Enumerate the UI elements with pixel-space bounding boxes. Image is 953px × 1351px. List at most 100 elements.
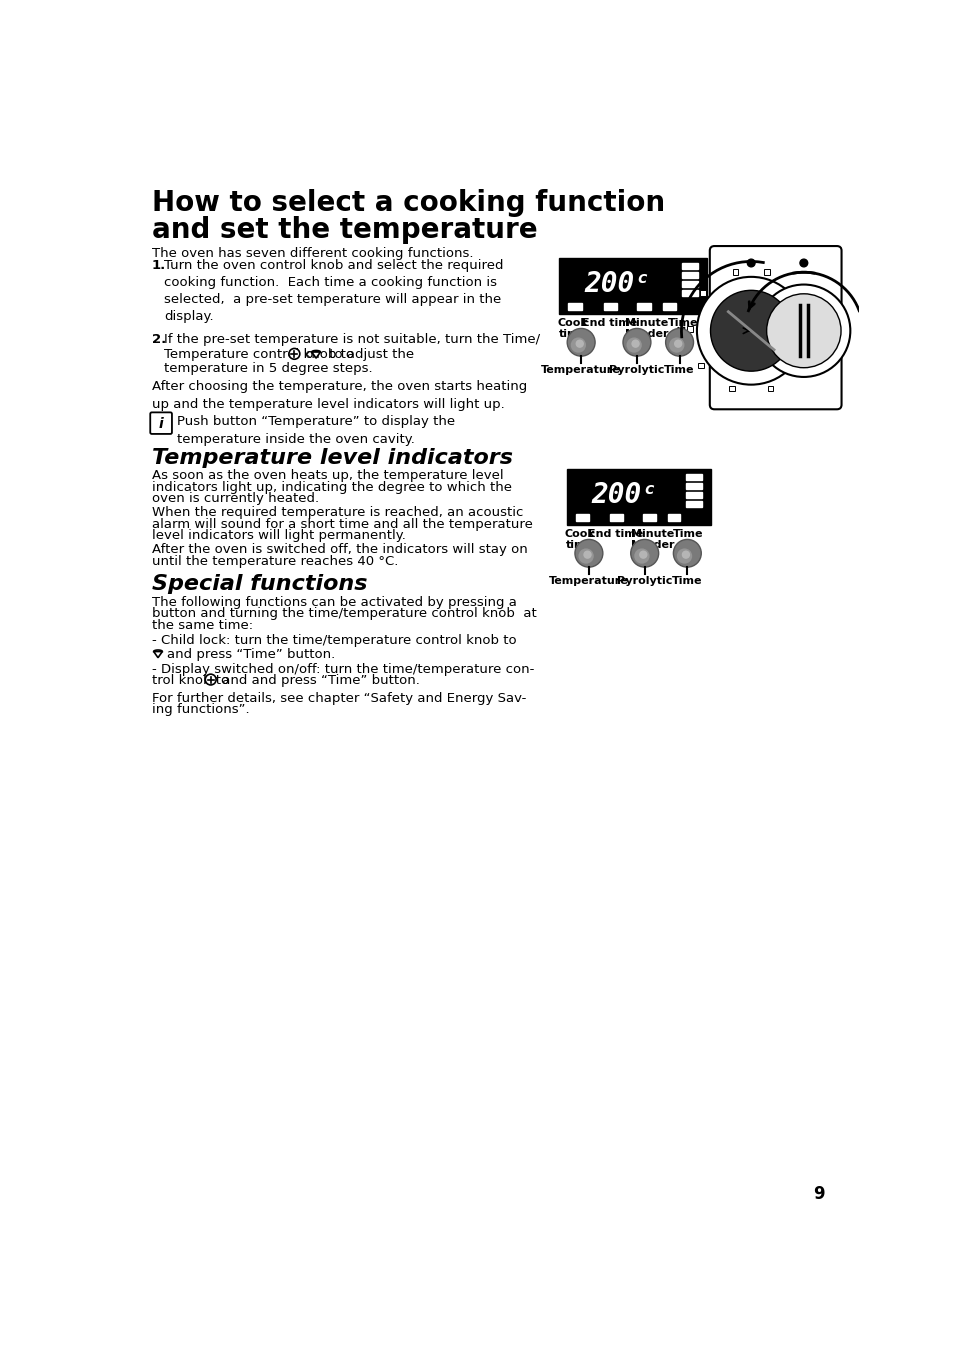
Text: After the oven is switched off, the indicators will stay on: After the oven is switched off, the indi…: [152, 543, 527, 557]
Circle shape: [634, 549, 649, 563]
Text: 2.: 2.: [152, 334, 166, 346]
Text: Push button “Temperature” to display the
temperature inside the oven cavity.: Push button “Temperature” to display the…: [176, 416, 455, 446]
Text: alarm will sound for a short time and all the temperature: alarm will sound for a short time and al…: [152, 517, 532, 531]
Text: Time: Time: [671, 576, 701, 585]
FancyBboxPatch shape: [667, 513, 679, 521]
Text: If the pre-set temperature is not suitable, turn the Time/: If the pre-set temperature is not suitab…: [164, 334, 539, 346]
FancyBboxPatch shape: [763, 269, 769, 274]
Circle shape: [570, 338, 585, 353]
FancyBboxPatch shape: [568, 303, 581, 309]
Text: Temperature level indicators: Temperature level indicators: [152, 447, 513, 467]
FancyBboxPatch shape: [558, 258, 706, 313]
Circle shape: [639, 550, 647, 559]
FancyBboxPatch shape: [567, 469, 710, 524]
Circle shape: [757, 285, 849, 377]
Text: - Child lock: turn the time/temperature control knob to: - Child lock: turn the time/temperature …: [152, 634, 516, 647]
Text: temperature in 5 degree steps.: temperature in 5 degree steps.: [164, 362, 373, 376]
Circle shape: [289, 349, 299, 359]
FancyBboxPatch shape: [681, 273, 698, 278]
FancyBboxPatch shape: [681, 263, 698, 269]
Text: or: or: [301, 349, 323, 362]
Text: indicators light up, indicating the degree to which the: indicators light up, indicating the degr…: [152, 481, 511, 494]
FancyBboxPatch shape: [809, 327, 814, 332]
Text: 9: 9: [812, 1185, 823, 1202]
FancyBboxPatch shape: [685, 484, 701, 489]
FancyBboxPatch shape: [642, 513, 656, 521]
FancyBboxPatch shape: [150, 412, 172, 434]
FancyBboxPatch shape: [728, 386, 734, 392]
Text: After choosing the temperature, the oven starts heating
up and the temperature l: After choosing the temperature, the oven…: [152, 380, 526, 411]
Circle shape: [575, 539, 602, 567]
Text: 200ᶜ: 200ᶜ: [584, 270, 651, 299]
Text: Cook
time: Cook time: [557, 317, 587, 339]
Text: The oven has seven different cooking functions.: The oven has seven different cooking fun…: [152, 247, 473, 259]
Text: Time: Time: [663, 365, 694, 374]
Text: Minute
Minder: Minute Minder: [630, 528, 674, 550]
Circle shape: [681, 550, 689, 559]
Circle shape: [673, 339, 681, 347]
FancyBboxPatch shape: [796, 290, 801, 296]
FancyBboxPatch shape: [610, 513, 622, 521]
FancyBboxPatch shape: [700, 290, 705, 296]
FancyBboxPatch shape: [637, 303, 650, 309]
Text: trol knob to: trol knob to: [152, 674, 229, 688]
Text: Temperature: Temperature: [548, 576, 628, 585]
Text: Turn the oven control knob and select the required
cooking function.  Each time : Turn the oven control knob and select th…: [164, 259, 503, 323]
FancyBboxPatch shape: [798, 363, 803, 369]
Text: Cook
time: Cook time: [564, 528, 595, 550]
Text: and and press “Time” button.: and and press “Time” button.: [218, 674, 420, 688]
Circle shape: [622, 328, 650, 357]
Text: For further details, see chapter “Safety and Energy Sav-: For further details, see chapter “Safety…: [152, 692, 526, 705]
Text: Time: Time: [672, 528, 702, 539]
Circle shape: [676, 549, 692, 563]
Text: As soon as the oven heats up, the temperature level: As soon as the oven heats up, the temper…: [152, 469, 503, 482]
Text: until the temperature reaches 40 °C.: until the temperature reaches 40 °C.: [152, 555, 397, 567]
Circle shape: [205, 674, 216, 685]
Circle shape: [697, 277, 804, 385]
Text: Special functions: Special functions: [152, 574, 367, 594]
Circle shape: [766, 293, 841, 367]
Text: Minute
Minder: Minute Minder: [624, 317, 668, 339]
Circle shape: [630, 539, 658, 567]
FancyBboxPatch shape: [685, 474, 701, 481]
FancyBboxPatch shape: [603, 303, 617, 309]
Text: i: i: [158, 416, 163, 431]
FancyBboxPatch shape: [732, 269, 738, 274]
FancyBboxPatch shape: [686, 327, 692, 332]
FancyBboxPatch shape: [681, 290, 698, 296]
Circle shape: [578, 549, 593, 563]
Text: button and turning the time/temperature control knob  at: button and turning the time/temperature …: [152, 607, 536, 620]
Text: - Display switched on/off: turn the time/temperature con-: - Display switched on/off: turn the time…: [152, 662, 534, 676]
Circle shape: [626, 338, 641, 353]
Circle shape: [631, 339, 639, 347]
Polygon shape: [153, 651, 162, 658]
Circle shape: [800, 259, 807, 267]
Text: 1.: 1.: [152, 259, 166, 272]
Text: End time: End time: [588, 528, 643, 539]
FancyBboxPatch shape: [767, 386, 772, 392]
Text: Temperature control knob to: Temperature control knob to: [164, 349, 354, 362]
Text: ing functions”.: ing functions”.: [152, 704, 249, 716]
FancyBboxPatch shape: [685, 492, 701, 499]
Text: Temperature: Temperature: [540, 365, 620, 374]
Text: End time: End time: [581, 317, 637, 328]
Text: Pyrolytic: Pyrolytic: [609, 365, 664, 374]
Text: the same time:: the same time:: [152, 619, 253, 632]
Text: Pyrolytic: Pyrolytic: [617, 576, 672, 585]
Circle shape: [665, 328, 693, 357]
FancyBboxPatch shape: [698, 363, 703, 369]
Text: When the required temperature is reached, an acoustic: When the required temperature is reached…: [152, 507, 522, 519]
Circle shape: [746, 259, 754, 267]
Circle shape: [575, 339, 583, 347]
Text: to adjust the: to adjust the: [325, 349, 415, 362]
FancyBboxPatch shape: [685, 501, 701, 507]
Text: How to select a cooking function: How to select a cooking function: [152, 189, 664, 218]
Text: The following functions can be activated by pressing a: The following functions can be activated…: [152, 596, 517, 609]
FancyBboxPatch shape: [681, 281, 698, 288]
Circle shape: [567, 328, 595, 357]
FancyBboxPatch shape: [661, 303, 675, 309]
Circle shape: [582, 550, 591, 559]
Circle shape: [710, 290, 791, 372]
Text: oven is currently heated.: oven is currently heated.: [152, 493, 318, 505]
Text: 200ᶜ: 200ᶜ: [591, 481, 658, 509]
